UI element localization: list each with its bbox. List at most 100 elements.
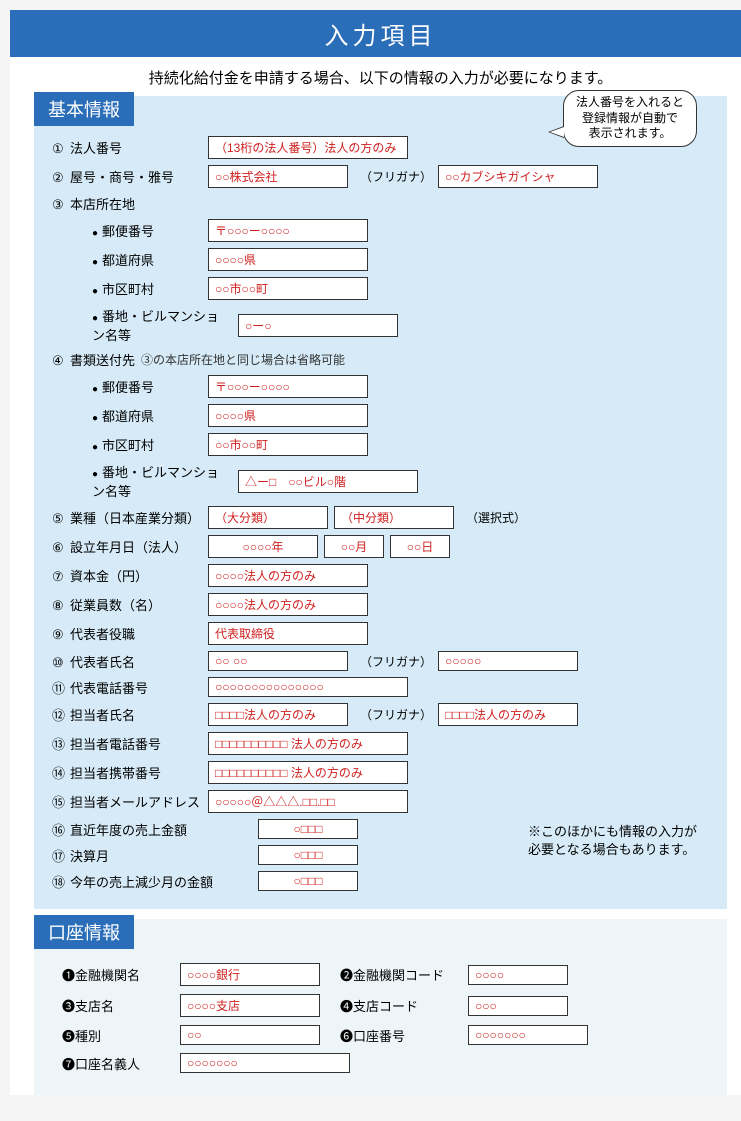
field-detail[interactable]: ○ー○ — [238, 314, 398, 337]
label-contact-phone: 担当者電話番号 — [70, 737, 161, 752]
right-note-line2: 必要となる場合もあります。 — [528, 842, 695, 857]
corp-number-callout: 法人番号を入れると 登録情報が自動で 表示されます。 — [563, 90, 697, 147]
num-8: ⑧ — [52, 598, 70, 614]
field-corp-number[interactable]: （13桁の法人番号）法人の方のみ — [208, 136, 408, 159]
field-bank-code[interactable]: ○○○○ — [468, 965, 568, 985]
label-contact-email: 担当者メールアドレス — [70, 795, 200, 810]
field-contact-phone[interactable]: □□□□□□□□□□ 法人の方のみ — [208, 732, 408, 755]
label-corp-number: 法人番号 — [70, 141, 122, 156]
field-contact-name-furigana[interactable]: □□□□法人の方のみ — [438, 703, 578, 726]
field-acct-type[interactable]: ○○ — [180, 1025, 320, 1045]
label-bank-name: 金融機関名 — [75, 968, 140, 983]
field-trade-name[interactable]: ○○株式会社 — [208, 165, 348, 188]
num-17: ⑰ — [52, 846, 70, 865]
field-trade-name-furigana[interactable]: ○○カブシキガイシャ — [438, 165, 598, 188]
field-branch-name[interactable]: ○○○○支店 — [180, 994, 320, 1017]
row-city: 市区町村 ○○市○○町 — [52, 277, 709, 300]
row-trade-name: ②屋号・商号・雅号 ○○株式会社 （フリガナ） ○○カブシキガイシャ — [52, 165, 709, 188]
label-city: 市区町村 — [52, 279, 202, 298]
field-contact-mobile[interactable]: □□□□□□□□□□ 法人の方のみ — [208, 761, 408, 784]
field-fiscal-month[interactable]: ○□□□ — [258, 845, 358, 865]
bnum-6: ❻ — [340, 1029, 353, 1044]
field-year[interactable]: ○○○○年 — [208, 535, 318, 558]
bank-row-3: ❺種別 ○○ ❻口座番号 ○○○○○○○ — [62, 1025, 699, 1045]
bnum-1: ❶ — [62, 968, 75, 983]
field-industry-minor[interactable]: （中分類） — [334, 506, 454, 529]
label-capital: 資本金（円） — [70, 569, 148, 584]
row-rep-title: ⑨代表者役職 代表取締役 — [52, 622, 709, 645]
bank-row-1: ❶金融機関名 ○○○○銀行 ❷金融機関コード ○○○○ — [62, 963, 699, 986]
field-contact-email[interactable]: ○○○○○＠△△△.□□.□□ — [208, 790, 408, 813]
label-rep-name: 代表者氏名 — [70, 655, 135, 670]
field-rep-title[interactable]: 代表取締役 — [208, 622, 368, 645]
num-10: ⑩ — [52, 655, 70, 671]
field-capital[interactable]: ○○○○法人の方のみ — [208, 564, 368, 587]
field-contact-name[interactable]: □□□□法人の方のみ — [208, 703, 348, 726]
field-acct-holder[interactable]: ○○○○○○○ — [180, 1053, 350, 1073]
bnum-7: ❼ — [62, 1057, 75, 1072]
num-4: ④ — [52, 353, 70, 369]
field-bank-name[interactable]: ○○○○銀行 — [180, 963, 320, 986]
row-rep-phone: ⑪代表電話番号 ○○○○○○○○○○○○○○○ — [52, 677, 709, 697]
label-mailing: 書類送付先 — [70, 353, 135, 368]
bnum-5: ❺ — [62, 1029, 75, 1044]
num-11: ⑪ — [52, 678, 70, 697]
label-decline-month: 今年の売上減少月の金額 — [70, 875, 213, 890]
field-decline-month[interactable]: ○□□□ — [258, 871, 358, 891]
label-acct-type: 種別 — [75, 1029, 101, 1044]
right-note-line1: ※このほかにも情報の入力が — [528, 824, 697, 839]
num-6: ⑥ — [52, 540, 70, 556]
label-city2: 市区町村 — [52, 435, 202, 454]
num-14: ⑭ — [52, 763, 70, 782]
field-postal2[interactable]: 〒○○○ー○○○○ — [208, 375, 368, 398]
field-industry-major[interactable]: （大分類） — [208, 506, 328, 529]
num-5: ⑤ — [52, 511, 70, 527]
field-city[interactable]: ○○市○○町 — [208, 277, 368, 300]
field-pref[interactable]: ○○○○県 — [208, 248, 368, 271]
field-day[interactable]: ○○日 — [390, 535, 450, 558]
label-furigana-10: （フリガナ） — [360, 653, 432, 670]
field-rep-name-furigana[interactable]: ○○○○○ — [438, 651, 578, 671]
num-1: ① — [52, 141, 70, 157]
label-furigana-2: （フリガナ） — [360, 168, 432, 185]
row-city2: 市区町村 ○○市○○町 — [52, 433, 709, 456]
field-employees[interactable]: ○○○○法人の方のみ — [208, 593, 368, 616]
field-recent-sales[interactable]: ○□□□ — [258, 819, 358, 839]
label-pref: 都道府県 — [52, 250, 202, 269]
row-capital: ⑦資本金（円） ○○○○法人の方のみ — [52, 564, 709, 587]
field-city2[interactable]: ○○市○○町 — [208, 433, 368, 456]
label-detail: 番地・ビルマンション名等 — [52, 306, 232, 344]
note-mailing: ③の本店所在地と同じ場合は省略可能 — [141, 351, 345, 368]
row-hq-address: ③本店所在地 — [52, 194, 709, 213]
label-postal: 郵便番号 — [52, 221, 202, 240]
label-rep-phone: 代表電話番号 — [70, 681, 148, 696]
label-branch-code: 支店コード — [353, 999, 418, 1014]
field-month[interactable]: ○○月 — [324, 535, 384, 558]
label-hq-address: 本店所在地 — [70, 197, 135, 212]
row-employees: ⑧従業員数（名） ○○○○法人の方のみ — [52, 593, 709, 616]
note-industry: （選択式） — [466, 509, 526, 526]
label-fiscal-month: 決算月 — [70, 849, 109, 864]
num-15: ⑮ — [52, 792, 70, 811]
field-acct-number[interactable]: ○○○○○○○ — [468, 1025, 588, 1045]
label-rep-title: 代表者役職 — [70, 627, 135, 642]
row-rep-name: ⑩代表者氏名 ○○ ○○ （フリガナ） ○○○○○ — [52, 651, 709, 671]
field-detail2[interactable]: △ー□ ○○ビル○階 — [238, 470, 418, 493]
label-contact-name: 担当者氏名 — [70, 708, 135, 723]
label-recent-sales: 直近年度の売上金額 — [70, 823, 187, 838]
label-contact-mobile: 担当者携帯番号 — [70, 766, 161, 781]
bnum-4: ❹ — [340, 999, 353, 1014]
row-detail: 番地・ビルマンション名等 ○ー○ — [52, 306, 709, 344]
label-industry: 業種（日本産業分類） — [70, 511, 200, 526]
additional-info-note: ※このほかにも情報の入力が 必要となる場合もあります。 — [528, 823, 697, 859]
page: 入力項目 持続化給付金を申請する場合、以下の情報の入力が必要になります。 基本情… — [10, 10, 741, 1095]
field-postal[interactable]: 〒○○○ー○○○○ — [208, 219, 368, 242]
field-rep-name[interactable]: ○○ ○○ — [208, 651, 348, 671]
page-title-bar: 入力項目 — [10, 10, 741, 57]
field-pref2[interactable]: ○○○○県 — [208, 404, 368, 427]
field-branch-code[interactable]: ○○○ — [468, 996, 568, 1016]
field-rep-phone[interactable]: ○○○○○○○○○○○○○○○ — [208, 677, 408, 697]
label-postal2: 郵便番号 — [52, 377, 202, 396]
label-trade-name: 屋号・商号・雅号 — [70, 170, 174, 185]
row-contact-email: ⑮担当者メールアドレス ○○○○○＠△△△.□□.□□ — [52, 790, 709, 813]
